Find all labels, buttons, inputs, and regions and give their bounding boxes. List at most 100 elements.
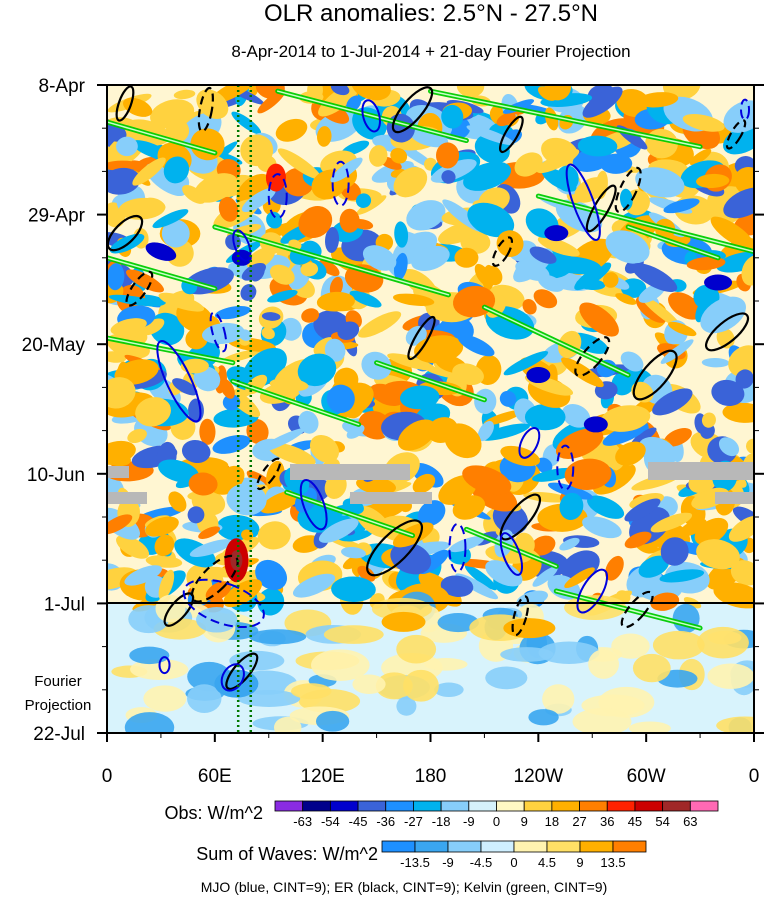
anomaly-patch — [605, 555, 624, 581]
er-contour — [620, 590, 654, 629]
anomaly-patch — [564, 458, 612, 490]
obs-colorbar-swatch — [689, 800, 719, 812]
er-wave-contours — [107, 85, 750, 691]
projection-patch — [528, 709, 559, 726]
kelvin-contour-inner — [232, 380, 360, 426]
kelvin-contour-inner — [627, 226, 719, 259]
anomaly-patch — [196, 89, 229, 119]
anomaly-patch — [356, 195, 387, 215]
obs-colorbar-label: -45 — [349, 814, 368, 829]
er-contour — [511, 595, 530, 637]
mjo-contour — [209, 311, 228, 353]
mjo-contour — [518, 427, 541, 459]
anomaly-patch — [485, 560, 523, 587]
anomaly-patch — [561, 404, 591, 428]
anomaly-patch — [297, 353, 337, 387]
anomaly-patch — [362, 245, 397, 271]
anomaly-patch — [212, 434, 251, 454]
anomaly-patch — [723, 187, 754, 219]
anomaly-patch — [116, 535, 150, 559]
anomaly-patch — [123, 97, 153, 117]
anomaly-patch — [695, 294, 713, 323]
mjo-contour — [182, 578, 265, 629]
anomaly-patch — [641, 295, 682, 329]
anomaly-patch — [659, 569, 705, 583]
projection-patch — [187, 684, 222, 713]
projection-patch — [248, 629, 307, 645]
obs-colorbar-swatch — [551, 800, 580, 812]
waves-colorbar-label: 9 — [576, 855, 583, 870]
anomaly-core — [544, 225, 569, 242]
anomaly-patch — [456, 85, 485, 98]
anomaly-patch — [392, 293, 435, 307]
anomaly-patch — [325, 226, 340, 253]
anomaly-patch — [124, 565, 162, 586]
projection-patch — [311, 649, 370, 681]
projection-label-line2: Projection — [25, 697, 92, 714]
anomaly-patch — [619, 188, 633, 210]
anomaly-patch — [529, 246, 557, 264]
anomaly-patch — [107, 160, 141, 171]
anomaly-patch — [559, 492, 584, 520]
anomaly-patch — [696, 539, 740, 570]
mjo-contour — [220, 663, 245, 692]
anomaly-patch — [349, 290, 382, 308]
anomaly-patch — [660, 339, 694, 364]
anomaly-patch — [555, 428, 604, 459]
obs-colorbar-swatch — [468, 800, 497, 812]
anomaly-patch — [107, 514, 133, 535]
x-tick-label: 120W — [514, 766, 564, 787]
mjo-contour — [576, 568, 609, 614]
anomaly-patch — [679, 518, 707, 537]
projection-patch — [542, 684, 575, 714]
mjo-contour — [299, 478, 328, 531]
obs-colorbar-label: 36 — [600, 814, 614, 829]
obs-colorbar-swatch — [329, 800, 359, 812]
anomaly-patch — [266, 211, 283, 229]
anomaly-patch — [275, 118, 308, 142]
anomaly-patch — [226, 483, 267, 516]
anomaly-patch — [331, 576, 376, 603]
x-axis-tick-labels: 0 60E 120E 180 120W 60W 0 — [102, 766, 760, 787]
waves-colorbar-swatch — [480, 840, 515, 853]
waves-colorbar-label: -4.5 — [470, 855, 492, 870]
er-contour — [256, 457, 282, 491]
anomaly-patch — [255, 559, 288, 591]
y-tick-label: 20-May — [22, 335, 86, 356]
kelvin-contour-inner — [107, 121, 216, 154]
projection-patch — [503, 618, 556, 639]
projection-patch — [129, 646, 170, 665]
obs-colorbar-swatch — [579, 800, 608, 812]
mjo-contour — [740, 98, 751, 121]
anomaly-patch — [324, 338, 346, 362]
anomaly-patch — [496, 230, 524, 257]
mjo-contour — [331, 160, 350, 207]
anomaly-patch — [722, 402, 754, 423]
anomaly-patch — [240, 284, 257, 301]
anomaly-patch — [576, 278, 606, 290]
er-contour — [614, 166, 642, 214]
anomaly-patch — [650, 592, 680, 611]
anomaly-patch — [307, 85, 323, 102]
anomaly-patch — [700, 296, 746, 334]
anomaly-patch — [689, 148, 712, 166]
obs-colorbar-swatch — [357, 800, 387, 812]
anomaly-patch — [165, 118, 190, 143]
anomaly-patch — [620, 351, 644, 372]
obs-colorbar-label: 63 — [683, 814, 697, 829]
obs-colorbar-label: 45 — [628, 814, 642, 829]
anomaly-patch — [390, 147, 408, 164]
er-contour — [407, 315, 436, 361]
er-contour — [725, 119, 747, 150]
anomaly-patch — [663, 198, 700, 214]
anomaly-patch — [638, 436, 678, 466]
anomaly-patch — [537, 86, 557, 101]
anomaly-patch — [198, 526, 221, 539]
anomaly-patch — [464, 564, 497, 591]
anomaly-patch — [358, 311, 402, 338]
anomaly-patch — [411, 245, 450, 271]
anomaly-patch — [145, 555, 183, 568]
anomaly-patch — [730, 560, 754, 586]
anomaly-patch — [269, 264, 295, 285]
